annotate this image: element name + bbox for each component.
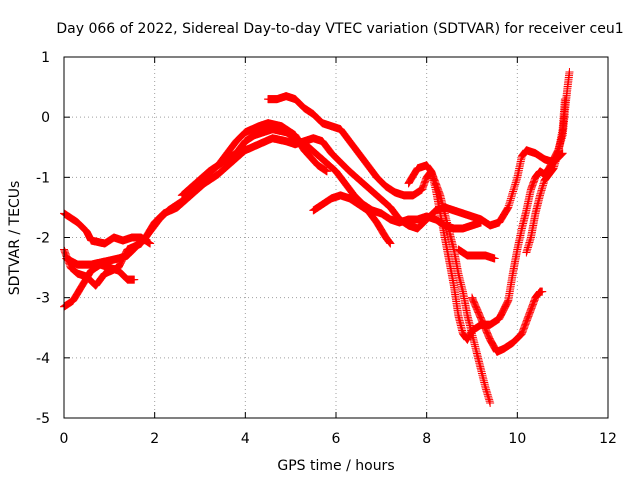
y-tick-label: 1	[41, 50, 50, 66]
x-tick-label: 2	[150, 431, 159, 447]
y-axis-label: SDTVAR / TECUs	[7, 181, 23, 296]
series-arc-7	[309, 191, 395, 248]
series-arc-9	[454, 245, 499, 263]
series-arc-10	[468, 287, 547, 356]
y-tick-label: 0	[41, 110, 50, 126]
y-tick-label: -2	[36, 231, 50, 247]
data-marks	[60, 68, 574, 407]
x-tick-label: 6	[332, 431, 341, 447]
x-axis-label: GPS time / hours	[277, 458, 394, 474]
x-tick-label: 4	[241, 431, 250, 447]
y-tick-label: -5	[36, 411, 50, 427]
x-tick-label: 0	[60, 431, 69, 447]
y-tick-label: -4	[36, 351, 50, 367]
y-tick-label: -1	[36, 170, 50, 186]
series-arc-8	[404, 161, 495, 407]
chart-title: Day 066 of 2022, Sidereal Day-to-day VTE…	[56, 21, 623, 37]
series-arc-11	[522, 95, 569, 257]
x-tick-label: 12	[599, 431, 617, 447]
y-tick-label: -3	[36, 291, 50, 307]
series-arc-6	[264, 68, 574, 344]
x-tick-label: 10	[508, 431, 526, 447]
axis-ticks: 0 2 4 6 8 10 12 -5 -4 -3 -2 -1 0 1	[36, 50, 617, 447]
x-tick-label: 8	[422, 431, 431, 447]
series-arc-1	[60, 209, 155, 248]
series-arc-4	[62, 134, 567, 269]
